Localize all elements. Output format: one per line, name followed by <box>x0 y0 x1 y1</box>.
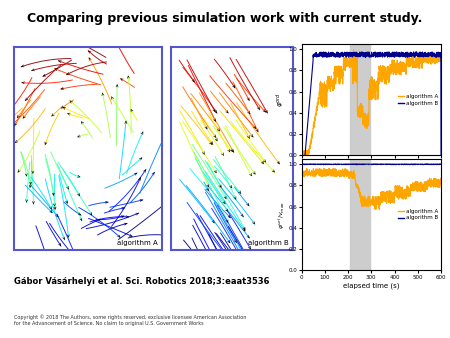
Text: algorithm A: algorithm A <box>117 240 158 246</box>
Y-axis label: $\varphi^{vel}/v_{max}$: $\varphi^{vel}/v_{max}$ <box>277 200 287 229</box>
Legend: algorithm A, algorithm B: algorithm A, algorithm B <box>396 92 441 108</box>
Bar <box>350 159 370 270</box>
Text: Copyright © 2018 The Authors, some rights reserved, exclusive licensee American : Copyright © 2018 The Authors, some right… <box>14 314 246 326</box>
Legend: algorithm A, algorithm B: algorithm A, algorithm B <box>396 207 441 223</box>
Text: algorithm B: algorithm B <box>248 240 289 246</box>
Text: Gábor Vásárhelyi et al. Sci. Robotics 2018;3:eaat3536: Gábor Vásárhelyi et al. Sci. Robotics 20… <box>14 277 269 286</box>
Y-axis label: $\varphi^{ord}$: $\varphi^{ord}$ <box>275 92 287 107</box>
Text: Comparing previous simulation work with current study.: Comparing previous simulation work with … <box>27 12 423 25</box>
X-axis label: elapsed time (s): elapsed time (s) <box>343 282 400 289</box>
Bar <box>350 44 370 155</box>
